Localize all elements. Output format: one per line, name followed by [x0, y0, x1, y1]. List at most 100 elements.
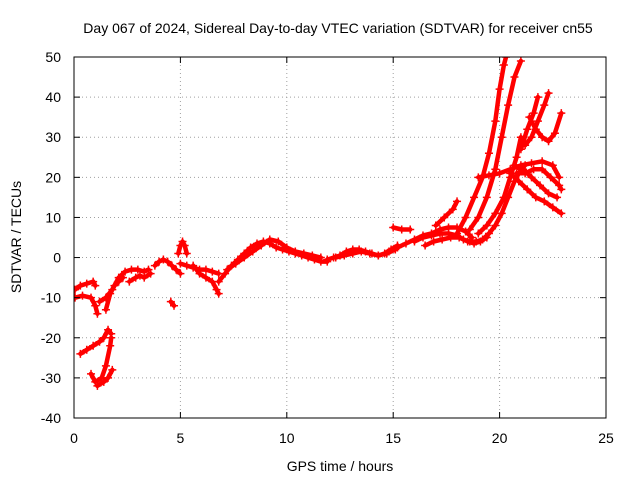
- data-point-marker: [291, 247, 300, 256]
- data-point-marker: [448, 205, 457, 214]
- series-sat-track-2: [74, 291, 102, 318]
- x-tick-label: 10: [279, 430, 295, 446]
- data-point-marker: [453, 229, 462, 238]
- data-point-marker: [214, 289, 223, 298]
- data-point-marker: [107, 333, 116, 342]
- data-point-marker: [99, 377, 108, 386]
- series-sat-track-13: [189, 261, 223, 298]
- data-point-marker: [82, 345, 91, 354]
- data-point-marker: [172, 265, 181, 274]
- data-point-marker: [393, 243, 402, 252]
- series-sat-track-4: [87, 333, 116, 386]
- data-point-marker: [453, 197, 462, 206]
- data-point-marker: [131, 273, 140, 282]
- data-point-marker: [104, 325, 113, 334]
- data-point-marker: [166, 297, 175, 306]
- data-point-marker: [108, 285, 117, 294]
- data-point-marker: [495, 85, 504, 94]
- data-point-marker: [527, 133, 536, 142]
- data-point-marker: [108, 365, 117, 374]
- data-point-marker: [401, 239, 410, 248]
- data-point-marker: [431, 221, 440, 230]
- data-point-marker: [510, 73, 519, 82]
- data-point-marker: [201, 265, 210, 274]
- data-point-marker: [491, 209, 500, 218]
- data-point-marker: [482, 193, 491, 202]
- data-point-marker: [76, 349, 85, 358]
- data-point-marker: [93, 381, 102, 390]
- data-point-marker: [89, 277, 98, 286]
- data-point-marker: [550, 129, 559, 138]
- y-tick-label: 50: [45, 49, 61, 65]
- series-line: [467, 58, 524, 232]
- data-point-marker: [87, 293, 96, 302]
- data-point-marker: [521, 169, 530, 178]
- data-point-marker: [331, 253, 340, 262]
- data-point-marker: [91, 301, 100, 310]
- y-tick-label: 0: [53, 250, 61, 266]
- data-point-marker: [521, 141, 530, 150]
- data-point-marker: [231, 259, 240, 268]
- y-axis-label: SDTVAR / TECUs: [8, 181, 24, 293]
- data-point-marker: [516, 145, 525, 154]
- data-point-marker: [91, 281, 100, 290]
- plot-frame: [73, 56, 607, 419]
- data-point-marker: [340, 251, 349, 260]
- data-point-marker: [163, 257, 172, 266]
- series-sat-track-27: [506, 169, 566, 218]
- data-point-marker: [525, 113, 534, 122]
- series-sat-track-8: [125, 269, 155, 286]
- data-point-marker: [531, 193, 540, 202]
- data-point-marker: [504, 101, 513, 110]
- data-point-marker: [533, 117, 542, 126]
- data-point-marker: [348, 249, 357, 258]
- x-tick-label: 0: [70, 430, 78, 446]
- axis-ticks: 0 5 10 15 20 25 -40 -30 -20 -10 0 10 20 30 40 50: [41, 49, 614, 446]
- data-point-marker: [544, 189, 553, 198]
- series-sat-track-19: [389, 223, 415, 234]
- series-line: [95, 367, 115, 389]
- series-sat-track-26: [474, 157, 564, 182]
- data-point-marker: [499, 193, 508, 202]
- data-point-marker: [182, 249, 191, 258]
- data-point-marker: [176, 259, 185, 268]
- data-point-marker: [167, 261, 176, 270]
- data-point-marker: [99, 333, 108, 342]
- data-point-marker: [114, 273, 123, 282]
- series-sat-track-15: [223, 235, 325, 274]
- series-line: [433, 199, 460, 228]
- data-point-marker: [557, 185, 566, 194]
- data-point-marker: [538, 165, 547, 174]
- data-point-marker: [429, 237, 438, 246]
- data-point-marker: [491, 221, 500, 230]
- data-point-marker: [557, 109, 566, 118]
- data-point-marker: [548, 203, 557, 212]
- data-point-marker: [159, 255, 168, 264]
- series-sat-track-5: [93, 365, 117, 390]
- data-point-marker: [95, 337, 104, 346]
- chart-title: Day 067 of 2024, Sidereal Day-to-day VTE…: [83, 20, 593, 36]
- data-point-marker: [180, 241, 189, 250]
- data-point-marker: [76, 281, 85, 290]
- data-point-marker: [176, 269, 185, 278]
- data-point-marker: [474, 213, 483, 222]
- series-sat-track-6: [101, 273, 127, 314]
- data-series: [74, 57, 566, 390]
- x-tick-label: 25: [598, 430, 614, 446]
- data-point-marker: [523, 185, 532, 194]
- data-point-marker: [482, 233, 491, 242]
- data-point-marker: [497, 133, 506, 142]
- data-point-marker: [121, 267, 130, 276]
- data-point-marker: [538, 133, 547, 142]
- data-point-marker: [546, 173, 555, 182]
- y-tick-label: 10: [45, 209, 61, 225]
- data-point-marker: [257, 241, 266, 250]
- data-point-marker: [189, 261, 198, 270]
- data-point-marker: [553, 193, 562, 202]
- data-point-marker: [248, 247, 257, 256]
- data-point-marker: [174, 249, 183, 258]
- series-sat-track-24: [465, 57, 525, 234]
- data-point-marker: [246, 243, 255, 252]
- data-point-marker: [491, 117, 500, 126]
